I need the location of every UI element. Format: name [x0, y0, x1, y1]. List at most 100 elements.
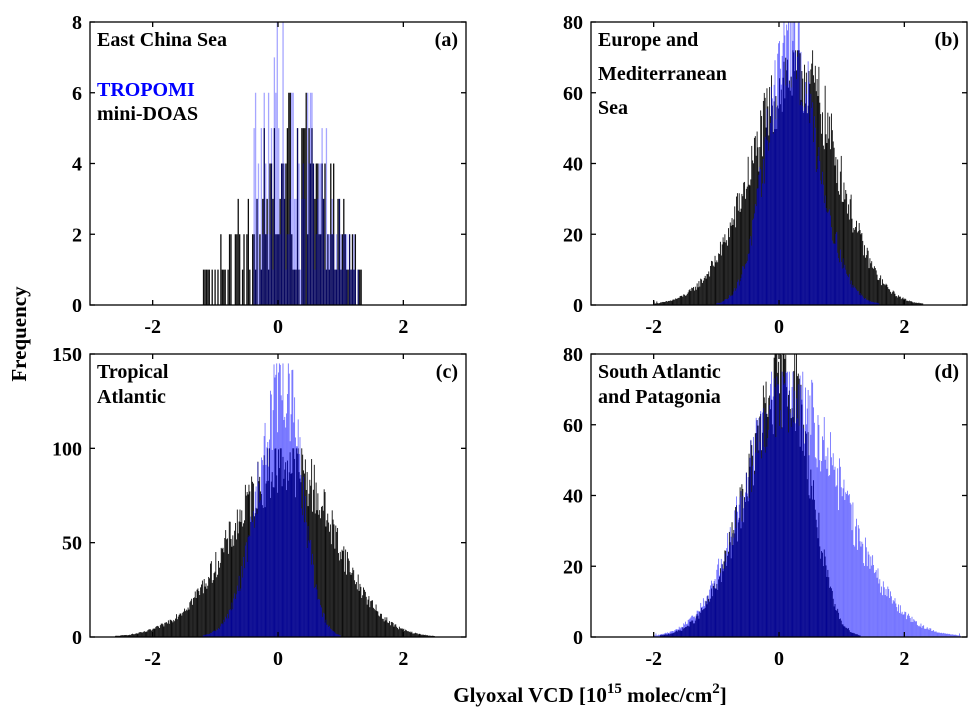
- bar: [830, 113, 832, 305]
- bar: [384, 617, 386, 637]
- bar: [127, 635, 129, 637]
- bar: [884, 285, 886, 305]
- bar: [364, 591, 366, 637]
- bar: [834, 466, 836, 637]
- bar: [722, 568, 724, 637]
- bar: [668, 300, 670, 305]
- bar: [331, 198, 333, 305]
- bar: [724, 553, 726, 637]
- x-tick-label: 0: [273, 648, 283, 670]
- bar: [220, 547, 222, 637]
- bar: [711, 580, 712, 637]
- bar: [805, 424, 807, 637]
- bar: [272, 410, 274, 637]
- bar: [220, 623, 222, 637]
- bar: [728, 237, 730, 305]
- bar: [231, 602, 233, 637]
- bar: [947, 633, 949, 637]
- bar: [885, 283, 887, 305]
- bar: [288, 373, 290, 637]
- bar: [287, 363, 289, 637]
- bar: [210, 561, 212, 637]
- bar: [829, 209, 831, 305]
- bar: [362, 595, 364, 637]
- bar: [337, 527, 339, 637]
- bar: [260, 269, 263, 305]
- bar: [779, 68, 781, 305]
- bar: [733, 219, 735, 305]
- bar: [737, 210, 739, 305]
- bar: [762, 412, 763, 637]
- bar: [824, 85, 826, 305]
- bar: [328, 626, 330, 637]
- bar: [952, 634, 954, 637]
- y-tick-label: 20: [563, 224, 583, 246]
- bar: [777, 384, 779, 637]
- bar: [321, 128, 323, 305]
- bar: [664, 633, 666, 637]
- bar: [265, 234, 267, 305]
- bar: [800, 386, 802, 637]
- bar: [168, 623, 170, 637]
- bar: [125, 634, 127, 637]
- bar: [307, 526, 309, 637]
- bar: [343, 198, 345, 305]
- bar: [336, 531, 338, 637]
- bar: [892, 290, 894, 305]
- bar: [338, 198, 341, 305]
- bars: [202, 22, 362, 305]
- bar: [227, 613, 228, 637]
- bar: [705, 603, 707, 637]
- bar: [262, 465, 264, 637]
- bar: [745, 188, 747, 305]
- bar: [130, 634, 132, 637]
- bar: [266, 234, 268, 305]
- bar: [214, 630, 216, 637]
- bar: [712, 587, 714, 637]
- bar: [192, 598, 194, 637]
- x-tick-label: 2: [398, 316, 408, 338]
- bar: [847, 490, 848, 637]
- bar: [738, 504, 740, 637]
- bar: [868, 554, 870, 637]
- bar: [199, 595, 201, 637]
- bar: [872, 267, 874, 305]
- bar: [887, 287, 889, 305]
- bar: [350, 269, 352, 305]
- bar: [748, 497, 750, 637]
- bar: [792, 371, 794, 637]
- bar: [910, 301, 912, 305]
- bar: [783, 22, 785, 305]
- bar: [912, 622, 914, 637]
- bar: [677, 297, 679, 305]
- bar: [240, 521, 242, 637]
- bar: [750, 236, 752, 305]
- bar: [330, 234, 332, 305]
- panel-tag: (b): [935, 29, 959, 51]
- bar: [192, 604, 194, 637]
- bar: [874, 572, 876, 637]
- bar: [689, 289, 691, 305]
- bar: [671, 630, 673, 637]
- panel-tag: (a): [435, 29, 458, 51]
- bar: [798, 425, 800, 637]
- bar: [329, 628, 331, 637]
- bar: [806, 113, 808, 305]
- bar: [659, 634, 660, 637]
- bar: [278, 234, 280, 305]
- bar: [749, 457, 751, 637]
- bar: [689, 618, 691, 637]
- bar: [324, 492, 326, 637]
- bar: [252, 234, 254, 305]
- bar: [784, 35, 786, 305]
- bar: [845, 492, 847, 637]
- bar: [714, 579, 716, 637]
- bar: [922, 303, 924, 305]
- bar: [793, 422, 795, 637]
- bar: [811, 107, 813, 305]
- bar: [782, 376, 784, 637]
- bar: [369, 607, 371, 637]
- bar: [829, 475, 831, 637]
- bar: [292, 92, 294, 305]
- bar: [692, 288, 694, 305]
